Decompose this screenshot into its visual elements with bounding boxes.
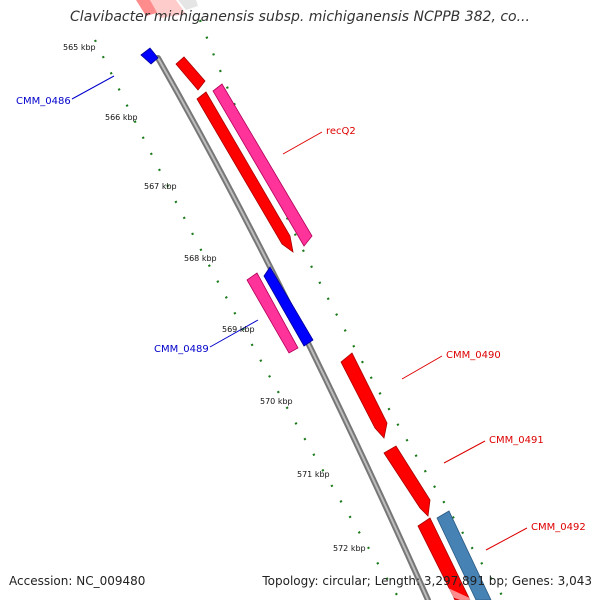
tick-568: 568 kbp	[184, 254, 217, 263]
tick-566: 566 kbp	[105, 113, 138, 122]
tick-572: 572 kbp	[333, 544, 366, 553]
gene-features	[140, 47, 492, 600]
gene-cmm0492-red	[417, 517, 471, 600]
label-cmm0490[interactable]: CMM_0490	[446, 350, 501, 361]
tick-567: 567 kbp	[144, 182, 177, 191]
gene-cmm0490-red	[340, 352, 388, 439]
gene-small-red	[175, 56, 206, 91]
gene-cmm0491-red	[383, 445, 431, 517]
gene-recq2-red	[196, 91, 294, 253]
gene-cmm0492-steel	[436, 510, 492, 600]
label-cmm0489[interactable]: CMM_0489	[154, 344, 209, 355]
genome-backbone	[155, 55, 431, 600]
tick-569: 569 kbp	[222, 325, 255, 334]
gene-cmm0489-blue	[263, 266, 314, 347]
inner-tick-ring	[94, 39, 401, 600]
tick-571: 571 kbp	[297, 470, 330, 479]
top-fragment	[136, 0, 198, 18]
accession-text: Accession: NC_009480	[9, 574, 146, 588]
gene-cmm0489-pink	[246, 272, 299, 354]
gene-cmm0486-blue	[140, 47, 159, 65]
map-title: Clavibacter michiganensis subsp. michiga…	[70, 9, 530, 25]
tick-labels: 565 kbp 566 kbp 567 kbp 568 kbp 569 kbp …	[63, 43, 366, 553]
label-cmm0491[interactable]: CMM_0491	[489, 435, 544, 446]
gene-labels: CMM_0486 recQ2 CMM_0489 CMM_0490 CMM_049…	[16, 96, 586, 533]
genome-summary: Topology: circular; Length: 3,297,891 bp…	[262, 574, 592, 588]
gene-recq2-pink	[212, 83, 313, 247]
outer-tick-ring	[198, 19, 506, 600]
tick-565: 565 kbp	[63, 43, 96, 52]
label-cmm0492[interactable]: CMM_0492	[531, 522, 586, 533]
leader-lines	[71, 75, 528, 551]
label-cmm0486[interactable]: CMM_0486	[16, 96, 71, 107]
label-recq2[interactable]: recQ2	[326, 126, 356, 137]
tick-570: 570 kbp	[260, 397, 293, 406]
